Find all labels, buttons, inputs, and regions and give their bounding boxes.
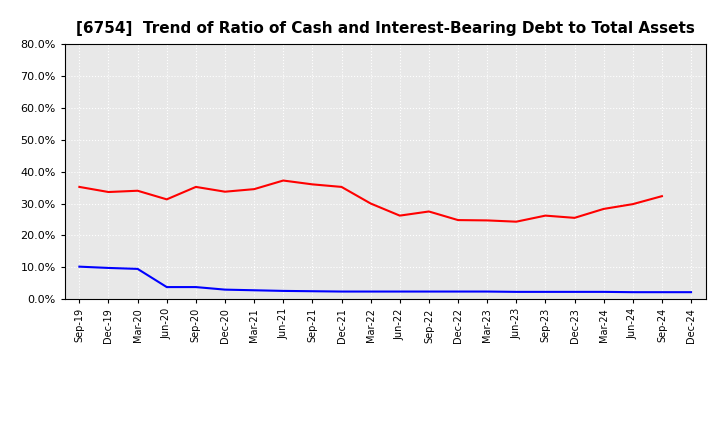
Cash: [454, 217, 462, 223]
Line: Interest-Bearing Debt: Interest-Bearing Debt: [79, 267, 691, 292]
Cash: [75, 184, 84, 190]
Interest-Bearing Debt: [250, 288, 258, 293]
Interest-Bearing Debt: [395, 289, 404, 294]
Cash: [104, 189, 113, 194]
Cash: [279, 178, 287, 183]
Cash: [337, 184, 346, 190]
Cash: [163, 197, 171, 202]
Cash: [512, 219, 521, 224]
Interest-Bearing Debt: [425, 289, 433, 294]
Cash: [541, 213, 550, 218]
Interest-Bearing Debt: [599, 289, 608, 294]
Interest-Bearing Debt: [512, 289, 521, 294]
Cash: [629, 202, 637, 207]
Interest-Bearing Debt: [104, 265, 113, 271]
Interest-Bearing Debt: [133, 266, 142, 271]
Interest-Bearing Debt: [629, 290, 637, 295]
Interest-Bearing Debt: [657, 290, 666, 295]
Cash: [657, 194, 666, 199]
Line: Cash: Cash: [79, 180, 662, 222]
Cash: [192, 184, 200, 190]
Interest-Bearing Debt: [220, 287, 229, 292]
Interest-Bearing Debt: [366, 289, 375, 294]
Cash: [133, 188, 142, 193]
Interest-Bearing Debt: [75, 264, 84, 269]
Interest-Bearing Debt: [541, 289, 550, 294]
Interest-Bearing Debt: [687, 290, 696, 295]
Interest-Bearing Debt: [163, 284, 171, 290]
Cash: [483, 218, 492, 223]
Interest-Bearing Debt: [279, 288, 287, 293]
Cash: [570, 215, 579, 220]
Title: [6754]  Trend of Ratio of Cash and Interest-Bearing Debt to Total Assets: [6754] Trend of Ratio of Cash and Intere…: [76, 21, 695, 36]
Interest-Bearing Debt: [308, 289, 317, 294]
Cash: [220, 189, 229, 194]
Cash: [366, 201, 375, 206]
Interest-Bearing Debt: [570, 289, 579, 294]
Cash: [250, 187, 258, 192]
Interest-Bearing Debt: [337, 289, 346, 294]
Cash: [599, 206, 608, 212]
Interest-Bearing Debt: [454, 289, 462, 294]
Cash: [395, 213, 404, 218]
Legend: Cash, Interest-Bearing Debt: Cash, Interest-Bearing Debt: [247, 438, 523, 440]
Cash: [425, 209, 433, 214]
Cash: [308, 182, 317, 187]
Interest-Bearing Debt: [483, 289, 492, 294]
Interest-Bearing Debt: [192, 284, 200, 290]
